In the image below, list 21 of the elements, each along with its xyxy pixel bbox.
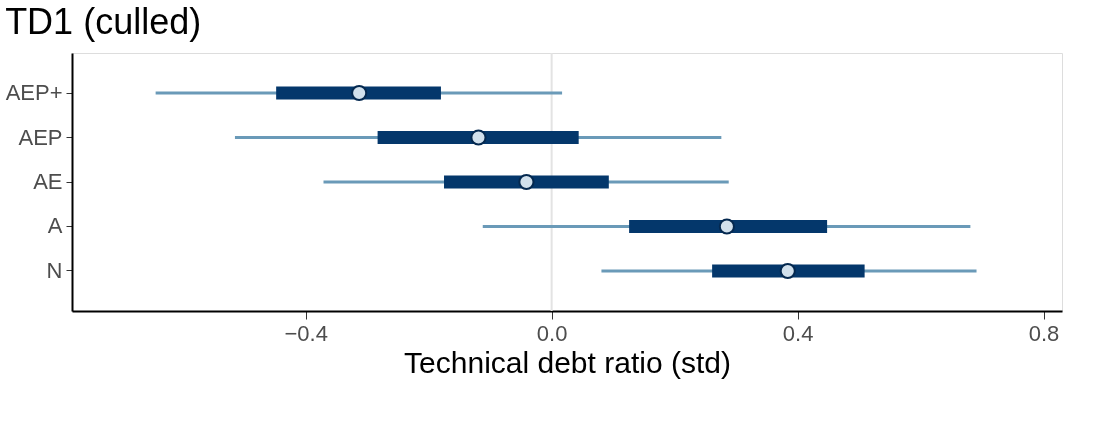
y-tick-label: AEP+ [5,80,63,106]
x-tick-label: −0.4 [284,320,328,346]
point [351,84,368,102]
bar [276,86,441,100]
point [470,129,487,146]
bar [377,131,579,145]
point [718,218,735,235]
x-axis-title: Technical debt ratio (std) [404,345,731,379]
y-tick-label: AEP [18,124,63,150]
y-tick-label: N [46,257,63,283]
bar [629,219,828,233]
y-tick-label: A [47,213,63,239]
chart-title: TD1 (culled) [5,1,202,42]
point [518,173,535,191]
point [779,262,796,280]
bar [712,264,865,278]
x-tick-label: 0.4 [782,320,814,346]
x-tick-label: 0.8 [1028,320,1060,346]
y-tick-label: AE [33,169,63,194]
x-tick-label: 0.0 [536,320,568,346]
bar [444,175,609,189]
